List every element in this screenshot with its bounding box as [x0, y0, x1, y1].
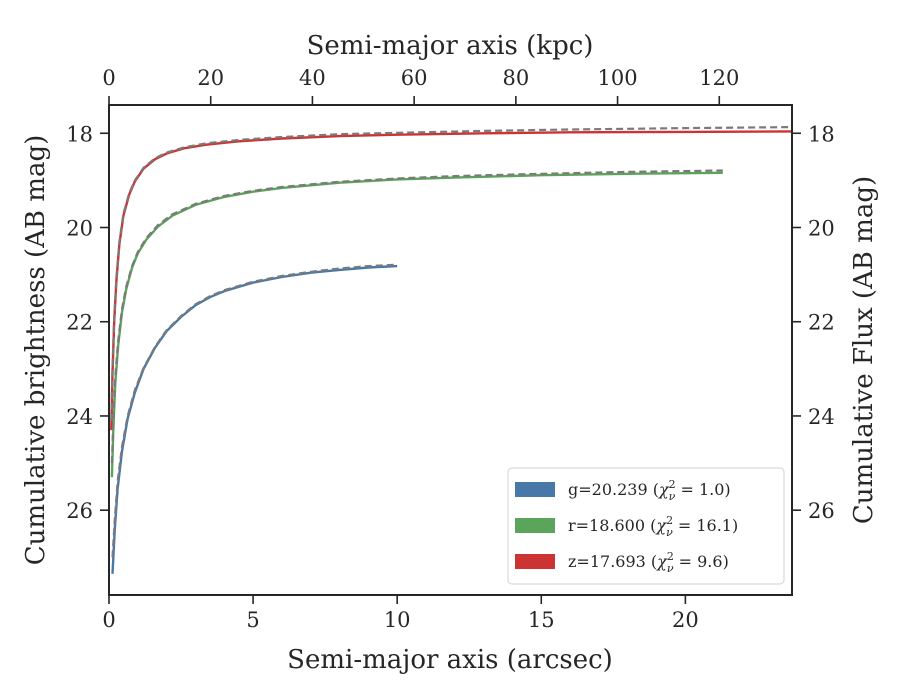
y-tick-label: 24	[66, 405, 93, 429]
x-tick-label: 10	[384, 608, 411, 632]
series-line-g-band	[111, 264, 398, 574]
x2-tick-label: 80	[502, 66, 529, 90]
x2-tick-label: 100	[598, 66, 638, 90]
y2-tick-label: 24	[808, 405, 835, 429]
y2-tick-label: 26	[808, 499, 835, 523]
y2-tick-label: 22	[808, 311, 835, 335]
series-line-r-band	[110, 171, 723, 478]
model-line-g-band	[111, 263, 398, 558]
model-line-r-band	[110, 169, 723, 464]
series-line-z-band	[110, 130, 792, 431]
legend: g=20.239 (χ2 ν = 1.0) r=18.600 (χ2 ν = 16.1…	[507, 467, 785, 585]
y-tick-label: 22	[66, 311, 93, 335]
legend-entry-label: r=18.600 (χ2 ν = 16.1)	[568, 514, 738, 539]
x-tick-label: 5	[246, 608, 259, 632]
y-tick-label: 20	[66, 217, 93, 241]
x2-tick-label: 20	[197, 66, 224, 90]
y2-tick-label: 18	[808, 122, 835, 146]
plot-frame	[108, 104, 793, 596]
x2-tick-label: 60	[401, 66, 428, 90]
legend-entry-label: g=20.239 (χ2 ν = 1.0)	[568, 478, 731, 503]
legend-box	[507, 467, 785, 585]
plot-area	[110, 126, 792, 574]
x-tick-label: 15	[528, 608, 555, 632]
model-line-z-band	[110, 126, 792, 421]
y-axis-title: Cumulative brightness (AB mag)	[21, 135, 51, 566]
x-axis-title: Semi-major axis (arcsec)	[287, 645, 613, 675]
x-tick-label: 20	[672, 608, 699, 632]
y-tick-label: 26	[66, 499, 93, 523]
y2-tick-label: 20	[808, 217, 835, 241]
y-tick-label: 18	[66, 122, 93, 146]
y2-axis-title: Cumulative Flux (AB mag)	[849, 176, 879, 524]
x2-tick-label: 120	[699, 66, 739, 90]
x-tick-label: 0	[102, 608, 115, 632]
legend-swatch	[515, 554, 555, 569]
legend-entry-label: z=17.693 (χ2 ν = 9.6)	[568, 550, 729, 575]
axes: 0 5 10 15 20 0 20 40 60 80 100 120 18 20 22 24 26 18 20 22 2…	[66, 66, 834, 632]
x2-tick-label: 40	[299, 66, 326, 90]
x2-axis-title: Semi-major axis (kpc)	[307, 31, 594, 61]
legend-swatch	[515, 518, 555, 533]
x2-tick-label: 0	[102, 66, 115, 90]
legend-swatch	[515, 482, 555, 497]
